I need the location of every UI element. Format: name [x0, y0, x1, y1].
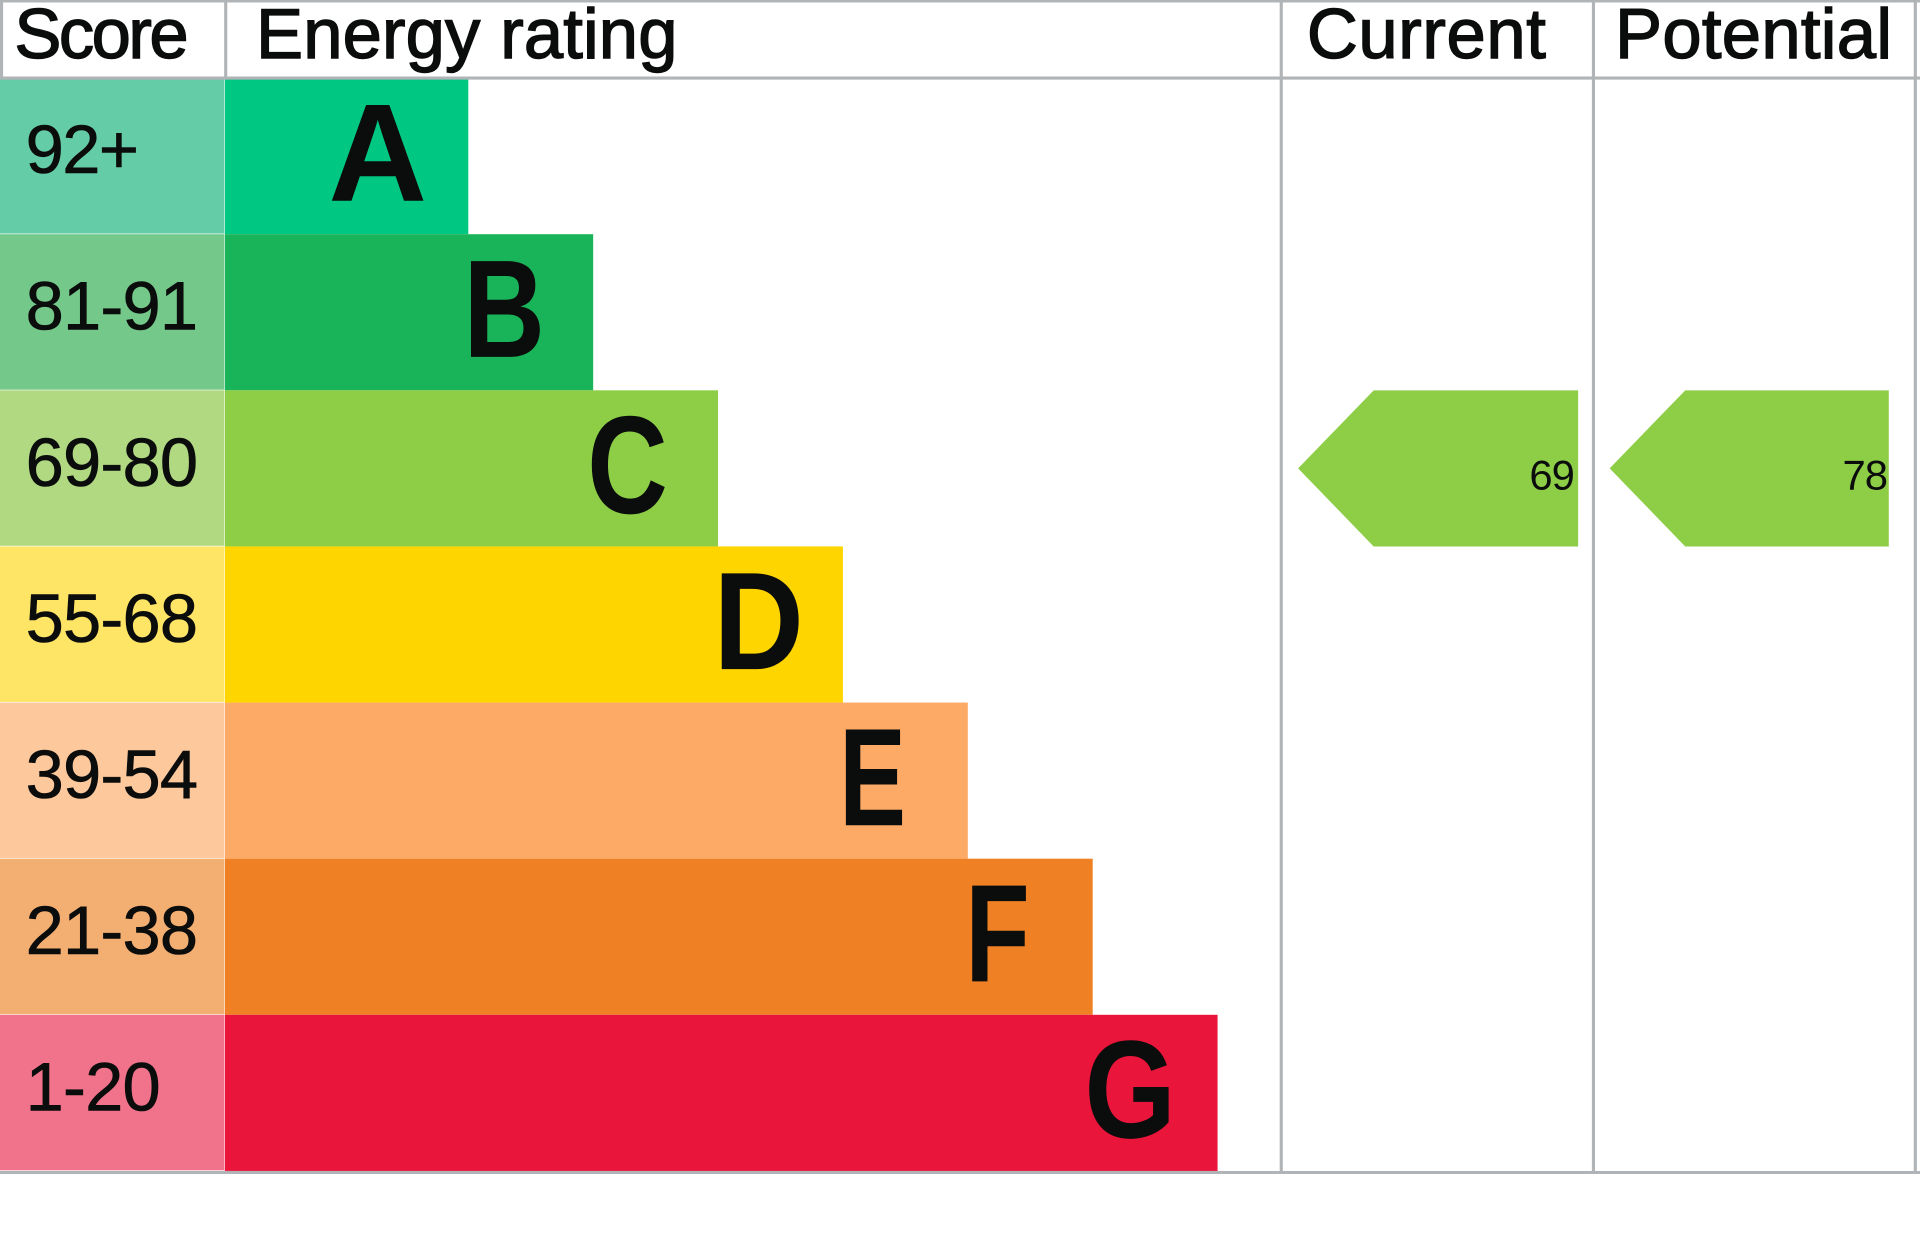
svg-text:55-68: 55-68 — [26, 580, 198, 657]
svg-text:69-80: 69-80 — [26, 424, 198, 501]
svg-text:B: B — [463, 231, 544, 387]
svg-text:D: D — [713, 543, 804, 699]
svg-text:A: A — [328, 75, 427, 231]
svg-text:69: 69 — [1529, 451, 1573, 498]
svg-text:Energy rating: Energy rating — [256, 0, 678, 73]
svg-text:81-91: 81-91 — [26, 268, 198, 345]
svg-text:1-20: 1-20 — [26, 1048, 160, 1125]
svg-text:E: E — [839, 699, 906, 855]
svg-text:G: G — [1084, 1012, 1175, 1168]
svg-text:92+: 92+ — [26, 111, 138, 188]
svg-text:Current: Current — [1307, 0, 1547, 73]
svg-text:39-54: 39-54 — [26, 736, 198, 813]
svg-text:C: C — [587, 387, 668, 543]
svg-text:F: F — [965, 855, 1030, 1011]
svg-text:21-38: 21-38 — [26, 892, 198, 969]
svg-text:78: 78 — [1843, 451, 1887, 498]
svg-text:Score: Score — [14, 0, 186, 73]
svg-text:Potential: Potential — [1615, 0, 1892, 73]
